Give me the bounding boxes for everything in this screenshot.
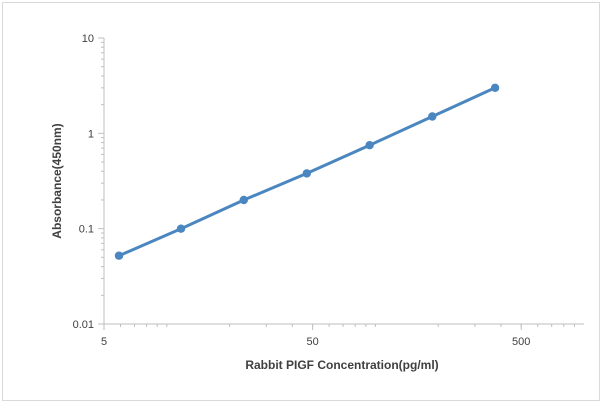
- x-tick-label: 5: [101, 336, 107, 348]
- data-point: [114, 251, 124, 260]
- y-tick-label: 1: [88, 128, 94, 140]
- axis-ticks: [98, 37, 575, 330]
- tick-labels: 0.01 0.1 1 10 5 50 500: [73, 33, 531, 348]
- y-tick-label: 0.1: [79, 224, 94, 236]
- x-tick-label: 500: [512, 336, 530, 348]
- series-layer: [114, 83, 500, 260]
- data-point: [428, 112, 437, 121]
- chart-frame: [2, 2, 600, 401]
- data-point: [365, 141, 374, 150]
- y-tick-label: 10: [82, 33, 94, 45]
- data-point: [239, 195, 248, 205]
- x-axis-title: Rabbit PIGF Concentration(pg/ml): [245, 358, 438, 372]
- data-point: [490, 83, 500, 93]
- axes: [103, 38, 584, 325]
- x-tick-label: 50: [306, 336, 318, 348]
- y-tick-label: 0.01: [73, 319, 94, 331]
- data-point: [302, 169, 311, 178]
- data-point: [176, 224, 186, 233]
- y-axis-title: Absorbance(450nm): [50, 123, 64, 238]
